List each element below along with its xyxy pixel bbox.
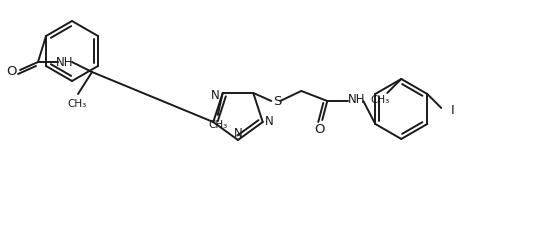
Text: N: N (265, 114, 274, 127)
Text: O: O (6, 65, 16, 78)
Text: NH: NH (56, 55, 74, 68)
Text: S: S (273, 95, 281, 108)
Text: I: I (450, 104, 454, 117)
Text: NH: NH (348, 93, 365, 106)
Text: CH₃: CH₃ (208, 119, 227, 129)
Text: O: O (314, 123, 324, 136)
Text: CH₃: CH₃ (371, 94, 390, 104)
Text: N: N (211, 89, 220, 102)
Text: N: N (233, 127, 243, 140)
Text: CH₃: CH₃ (67, 99, 87, 109)
